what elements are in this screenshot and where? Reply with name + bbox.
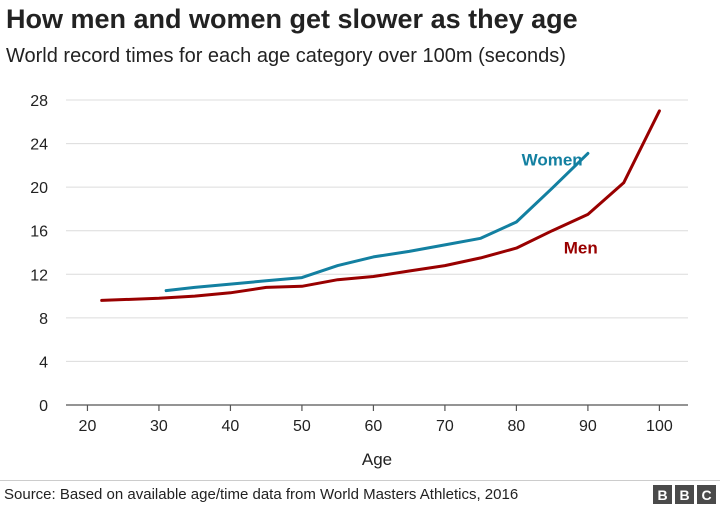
- x-tick-label: 70: [436, 418, 454, 435]
- footer-divider: [0, 480, 720, 481]
- series-label-men: Men: [564, 239, 598, 258]
- series-line-women: [164, 151, 590, 293]
- bbc-logo-letter: C: [697, 485, 716, 504]
- series-line-men: [100, 109, 661, 302]
- y-tick-label: 0: [39, 398, 48, 415]
- y-tick-label: 20: [30, 180, 48, 197]
- x-tick-label: 100: [646, 418, 673, 435]
- series-lines: Women Men: [100, 109, 661, 302]
- y-axis-ticks: 0 4 8 12 16 20 24 28: [30, 93, 48, 415]
- y-tick-label: 24: [30, 137, 48, 154]
- x-tick-label: 80: [508, 418, 526, 435]
- y-tick-label: 16: [30, 224, 48, 241]
- source-note: Source: Based on available age/time data…: [4, 486, 519, 503]
- x-tick-label: 50: [293, 418, 311, 435]
- x-tick-label: 20: [79, 418, 97, 435]
- y-tick-label: 4: [39, 354, 48, 371]
- x-tick-label: 90: [579, 418, 597, 435]
- y-tick-label: 12: [30, 267, 48, 284]
- chart-title: How men and women get slower as they age: [6, 4, 578, 34]
- bbc-logo: B B C: [653, 485, 716, 504]
- x-tick-label: 30: [150, 418, 168, 435]
- y-tick-label: 8: [39, 311, 48, 328]
- bbc-logo-letter: B: [675, 485, 694, 504]
- series-label-women: Women: [522, 150, 583, 169]
- gridlines: [66, 99, 688, 362]
- x-axis: 20 30 40 50 60 70 80 90 100: [66, 404, 688, 435]
- x-tick-label: 60: [365, 418, 383, 435]
- chart-subtitle: World record times for each age category…: [6, 45, 566, 67]
- y-tick-label: 28: [30, 93, 48, 110]
- x-tick-label: 40: [222, 418, 240, 435]
- bbc-logo-letter: B: [653, 485, 672, 504]
- x-axis-title: Age: [362, 450, 392, 469]
- line-chart: 0 4 8 12 16 20 24 28 20 30 40 50 60 70 80 90 100 Women M…: [30, 93, 688, 469]
